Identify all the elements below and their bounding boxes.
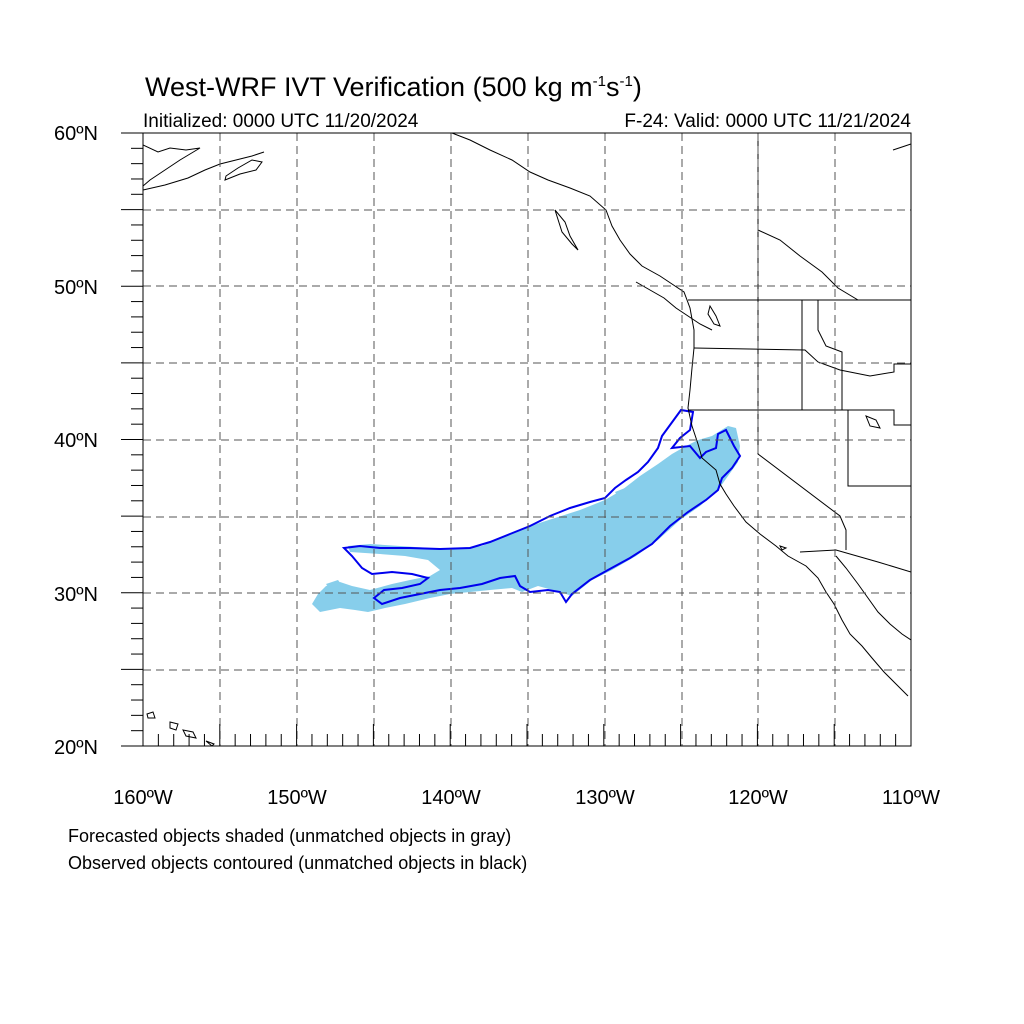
forecast-object xyxy=(312,426,740,612)
lat-label-40: 40ºN xyxy=(54,430,98,452)
lat-label-30: 30ºN xyxy=(54,584,98,606)
lon-label-160w: 160ºW xyxy=(113,787,173,809)
lon-label-150w: 150ºW xyxy=(267,787,327,809)
political-borders xyxy=(688,133,911,573)
axis-ticks xyxy=(121,132,912,747)
observed-contour xyxy=(341,408,742,606)
initialized-time: Initialized: 0000 UTC 11/20/2024 xyxy=(143,111,419,132)
lon-label-110w: 110ºW xyxy=(881,787,941,809)
caption-forecast: Forecasted objects shaded (unmatched obj… xyxy=(68,826,512,846)
coastlines xyxy=(143,133,911,746)
lat-label-50: 50ºN xyxy=(54,277,98,299)
lon-label-120w: 120ºW xyxy=(728,787,788,809)
lat-label-60: 60ºN xyxy=(54,123,98,145)
caption-observed: Observed objects contoured (unmatched ob… xyxy=(68,853,528,873)
lon-label-130w: 130ºW xyxy=(575,787,635,809)
graticule xyxy=(143,133,911,746)
map-title: West-WRF IVT Verification (500 kg m-1s-1… xyxy=(145,72,642,102)
lat-label-20: 20ºN xyxy=(54,737,98,759)
valid-time: F-24: Valid: 0000 UTC 11/21/2024 xyxy=(624,111,911,132)
lon-label-140w: 140ºW xyxy=(421,787,481,809)
